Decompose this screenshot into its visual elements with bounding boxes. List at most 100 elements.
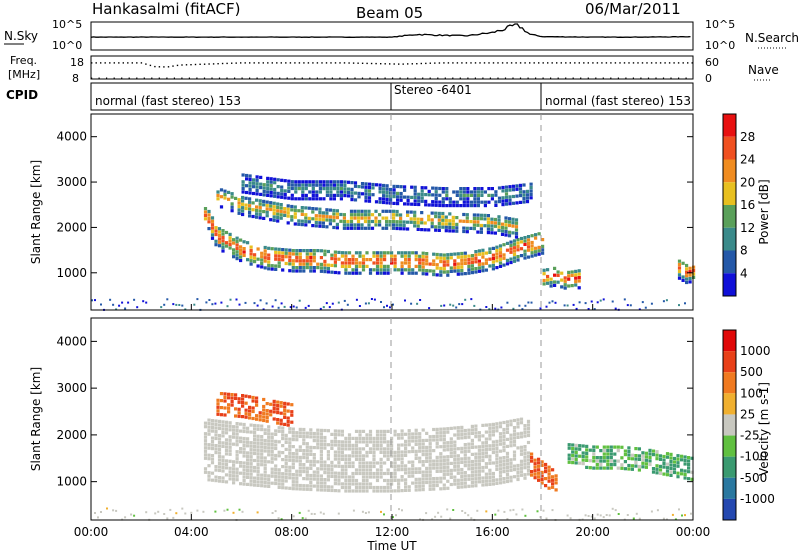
heatmap-cell — [460, 467, 464, 472]
nave-point — [384, 77, 386, 79]
heatmap-cell — [418, 435, 422, 439]
heatmap-cell — [523, 427, 527, 431]
heatmap-cell — [357, 185, 361, 189]
heatmap-cell — [295, 455, 299, 459]
heatmap-cell — [286, 402, 290, 406]
heatmap-cell — [381, 216, 385, 220]
heatmap-cell — [309, 431, 313, 435]
heatmap-cell — [273, 194, 277, 198]
heatmap-cell — [263, 480, 267, 485]
heatmap-cell — [230, 195, 234, 199]
heatmap-cell — [337, 478, 341, 482]
heatmap-cell — [476, 190, 480, 194]
heatmap-cell — [368, 436, 373, 440]
heatmap-cell — [484, 441, 488, 445]
heatmap-cell — [690, 456, 694, 460]
heatmap-cell — [463, 436, 467, 440]
heatmap-cell — [277, 261, 281, 265]
heatmap-cell — [462, 226, 466, 230]
heatmap-cell — [432, 259, 436, 263]
heatmap-cell — [270, 453, 274, 457]
heatmap-cell — [228, 442, 232, 446]
nave-point — [437, 77, 439, 79]
heatmap-cell — [462, 187, 466, 191]
heatmap-cell — [658, 464, 663, 468]
heatmap-cell — [397, 489, 401, 493]
nave-point — [158, 77, 160, 79]
heatmap-cell — [332, 197, 336, 201]
heatmap-cell — [217, 468, 222, 473]
heatmap-cell — [571, 461, 575, 465]
heatmap-cell — [406, 220, 410, 224]
heatmap-cell — [439, 427, 443, 431]
freq-point — [429, 62, 431, 64]
heatmap-cell — [522, 190, 526, 194]
heatmap-cell — [460, 272, 464, 276]
heatmap-cell — [217, 233, 222, 238]
heatmap-cell — [270, 467, 274, 471]
freq-point — [547, 62, 549, 64]
heatmap-cell — [361, 254, 366, 258]
heatmap-cell — [462, 212, 466, 217]
nave-point — [203, 77, 206, 79]
heatmap-cell — [219, 413, 224, 417]
heatmap-cell — [270, 460, 274, 464]
heatmap-cell — [256, 247, 260, 251]
heatmap-cell — [363, 219, 368, 224]
heatmap-cell — [277, 485, 281, 489]
freq-point — [438, 62, 441, 64]
heatmap-cell — [371, 186, 375, 190]
heatmap-cell — [504, 223, 508, 227]
heatmap-cell — [491, 253, 495, 257]
heatmap-cell — [585, 444, 589, 448]
heatmap-cell — [235, 422, 239, 426]
heatmap-cell — [280, 185, 284, 189]
heatmap-cell — [263, 473, 267, 478]
heatmap-cell — [451, 222, 455, 226]
heatmap-cell — [252, 185, 256, 189]
heatmap-cell — [495, 252, 499, 256]
colorbar-swatch — [723, 250, 736, 274]
heatmap-cell — [545, 517, 548, 520]
heatmap-cell — [274, 467, 278, 472]
heatmap-cell — [360, 185, 365, 189]
heatmap-cell — [283, 213, 287, 217]
heatmap-cell — [232, 481, 236, 485]
heatmap-cell — [224, 445, 229, 449]
heatmap-cell — [518, 304, 521, 307]
heatmap-cell — [267, 474, 271, 478]
heatmap-cell — [470, 470, 474, 474]
heatmap-cell — [265, 416, 269, 420]
heatmap-cell — [246, 472, 250, 476]
heatmap-cell — [311, 197, 315, 201]
heatmap-cell — [288, 486, 292, 490]
heatmap-cell — [241, 397, 245, 401]
heatmap-cell — [451, 229, 455, 233]
heatmap-cell — [253, 480, 257, 484]
heatmap-cell — [246, 468, 250, 472]
heatmap-cell — [361, 464, 366, 469]
nave-point — [324, 77, 326, 79]
heatmap-cell — [481, 469, 485, 473]
heatmap-cell — [226, 305, 229, 308]
heatmap-cell — [606, 463, 610, 467]
heatmap-cell — [358, 440, 362, 444]
velocity-colorbar-label: Velocity [m s-1] — [757, 382, 771, 476]
heatmap-cell — [533, 469, 537, 473]
heatmap-cell — [651, 453, 656, 457]
heatmap-cell — [256, 441, 260, 445]
heatmap-cell — [537, 475, 541, 479]
heatmap-cell — [284, 261, 288, 266]
heatmap-cell — [294, 183, 298, 187]
heatmap-cell — [360, 192, 365, 196]
heatmap-cell — [223, 189, 227, 193]
heatmap-cell — [344, 454, 348, 458]
heatmap-cell — [358, 450, 362, 454]
freq-point — [375, 62, 377, 65]
heatmap-cell — [456, 478, 460, 482]
heatmap-cell — [540, 474, 544, 478]
heatmap-cell — [404, 453, 408, 457]
heatmap-cell — [692, 269, 696, 273]
heatmap-cell — [333, 250, 337, 254]
